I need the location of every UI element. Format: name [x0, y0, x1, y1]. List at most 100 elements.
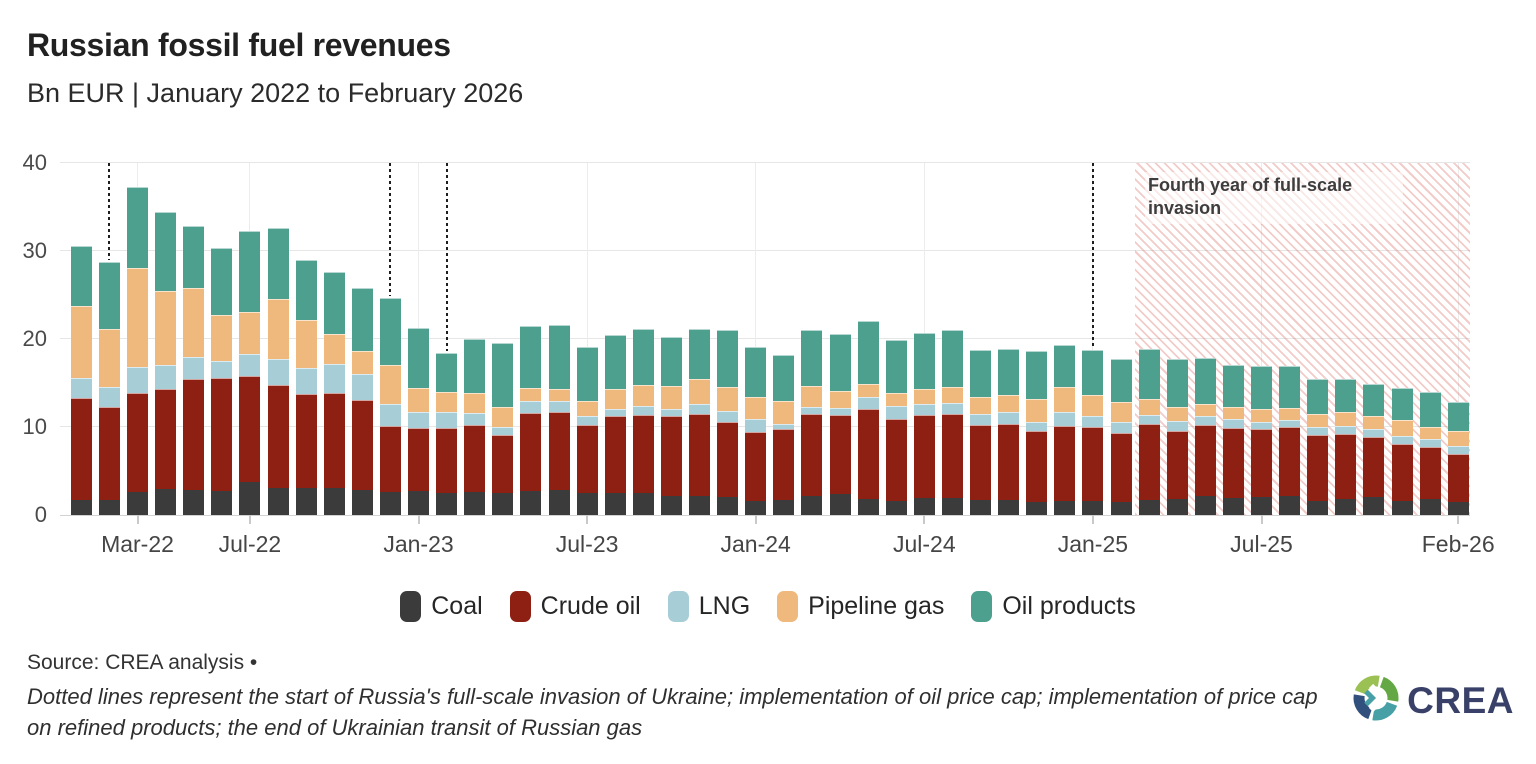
- bar-segment-pipeline-gas: [1363, 415, 1385, 429]
- bar-segment-lng: [998, 412, 1020, 425]
- bar-segment-crude-oil: [1251, 428, 1272, 498]
- bar-Jun-24: [885, 339, 907, 515]
- bar-Jan-26: [1419, 391, 1441, 515]
- bar-segment-pipeline-gas: [323, 333, 345, 364]
- bar-segment-oil-products: [1054, 345, 1076, 387]
- bar-segment-coal: [970, 500, 991, 515]
- bar-segment-oil-products: [857, 320, 879, 384]
- bar-segment-pipeline-gas: [1251, 409, 1272, 422]
- bar-segment-crude-oil: [70, 397, 92, 501]
- bar-segment-pipeline-gas: [211, 315, 233, 362]
- x-axis-tick: [136, 515, 139, 524]
- legend-label: LNG: [698, 592, 751, 620]
- bar-segment-oil-products: [1026, 351, 1048, 399]
- bar-segment-pipeline-gas: [745, 397, 767, 420]
- dotted-event-line: [1091, 163, 1094, 349]
- bar-segment-lng: [604, 408, 626, 417]
- bar-segment-coal: [717, 497, 739, 515]
- x-axis-tick-label: Jul-24: [892, 531, 956, 557]
- bar-segment-coal: [604, 493, 626, 515]
- plot-area: 0 10 20 30 40 Mar-22 Jul-22 Jan-23 Jul-23 Jan-24 J…: [23, 150, 1495, 557]
- bar-segment-oil-products: [1222, 365, 1244, 407]
- legend-label: Pipeline gas: [808, 592, 945, 620]
- bar-segment-oil-products: [1082, 350, 1104, 396]
- bar-segment-oil-products: [295, 259, 317, 320]
- bar-segment-coal: [323, 487, 345, 515]
- bar-segment-lng: [660, 408, 682, 417]
- bar-segment-lng: [1419, 439, 1441, 448]
- bar-segment-coal: [885, 500, 907, 515]
- bar-segment-pipeline-gas: [576, 400, 598, 416]
- bar-segment-pipeline-gas: [1138, 398, 1160, 415]
- bar-segment-coal: [548, 490, 570, 515]
- bar-segment-pipeline-gas: [998, 395, 1020, 413]
- bar-segment-coal: [829, 493, 851, 515]
- bar-segment-pipeline-gas: [1447, 431, 1469, 446]
- x-axis-tick-label: Jul-25: [1230, 531, 1293, 557]
- bar-Jan-22: [70, 245, 92, 515]
- legend-swatch: [667, 591, 689, 622]
- bar-segment-crude-oil: [1363, 436, 1385, 497]
- bar-Dec-22: [379, 297, 401, 515]
- bar-segment-lng: [801, 406, 823, 414]
- bar-Jan-24: [745, 346, 767, 515]
- bar-segment-pipeline-gas: [155, 290, 177, 366]
- bar-segment-pipeline-gas: [520, 388, 542, 401]
- bar-Dec-23: [717, 330, 739, 515]
- bar-segment-oil-products: [1194, 357, 1216, 405]
- bar-segment-lng: [211, 361, 233, 378]
- bar-segment-lng: [267, 359, 289, 385]
- bar-segment-crude-oil: [941, 413, 963, 499]
- bar-segment-lng: [408, 412, 429, 428]
- bar-segment-oil-products: [351, 288, 373, 352]
- bar-segment-pipeline-gas: [351, 351, 373, 375]
- bar-Oct-24: [998, 348, 1020, 515]
- bar-segment-lng: [1138, 414, 1160, 424]
- bar-segment-oil-products: [1279, 366, 1301, 408]
- bar-segment-pipeline-gas: [436, 391, 458, 413]
- bar-Oct-22: [323, 272, 345, 515]
- bar-segment-crude-oil: [127, 392, 148, 493]
- x-gridline: [755, 163, 757, 515]
- bar-segment-coal: [379, 492, 401, 515]
- bar-Apr-24: [829, 333, 851, 515]
- bar-Aug-23: [604, 334, 626, 515]
- bar-segment-coal: [211, 491, 233, 515]
- bar-segment-lng: [689, 404, 710, 414]
- bar-segment-oil-products: [1419, 391, 1441, 428]
- annotation-label: Fourth year of full-scale invasion: [1145, 172, 1404, 225]
- bar-Apr-22: [155, 212, 177, 515]
- bar-Jul-25: [1251, 366, 1272, 515]
- x-axis-tick: [586, 515, 589, 524]
- bar-segment-oil-products: [689, 329, 710, 379]
- bar-segment-crude-oil: [1166, 430, 1188, 500]
- bar-segment-coal: [127, 492, 148, 515]
- bar-segment-lng: [351, 374, 373, 400]
- bar-segment-pipeline-gas: [632, 384, 654, 406]
- bar-segment-coal: [267, 487, 289, 515]
- dotted-event-line: [108, 163, 111, 261]
- bar-segment-coal: [1222, 498, 1244, 515]
- bar-segment-coal: [1307, 500, 1329, 515]
- bar-segment-oil-products: [548, 324, 570, 390]
- bar-segment-oil-products: [717, 330, 739, 387]
- legend-item-oil-products: Oil products: [971, 591, 1136, 622]
- bar-segment-lng: [885, 405, 907, 420]
- bar-segment-lng: [548, 400, 570, 413]
- bar-Mar-23: [464, 339, 486, 515]
- bar-Sep-22: [295, 259, 317, 515]
- bar-segment-oil-products: [155, 212, 177, 291]
- legend-swatch: [509, 591, 531, 622]
- bar-Apr-25: [1166, 359, 1188, 515]
- bar-May-25: [1194, 357, 1216, 515]
- bar-segment-coal: [1419, 499, 1441, 515]
- bar-segment-pipeline-gas: [1194, 404, 1216, 417]
- bar-segment-coal: [70, 500, 92, 515]
- bar-segment-pipeline-gas: [773, 400, 795, 424]
- bar-Mar-24: [801, 330, 823, 515]
- bar-segment-crude-oil: [773, 428, 795, 501]
- x-gridline: [1261, 163, 1262, 515]
- bar-segment-lng: [941, 403, 963, 414]
- bar-segment-crude-oil: [913, 414, 935, 499]
- bar-segment-pipeline-gas: [913, 389, 935, 405]
